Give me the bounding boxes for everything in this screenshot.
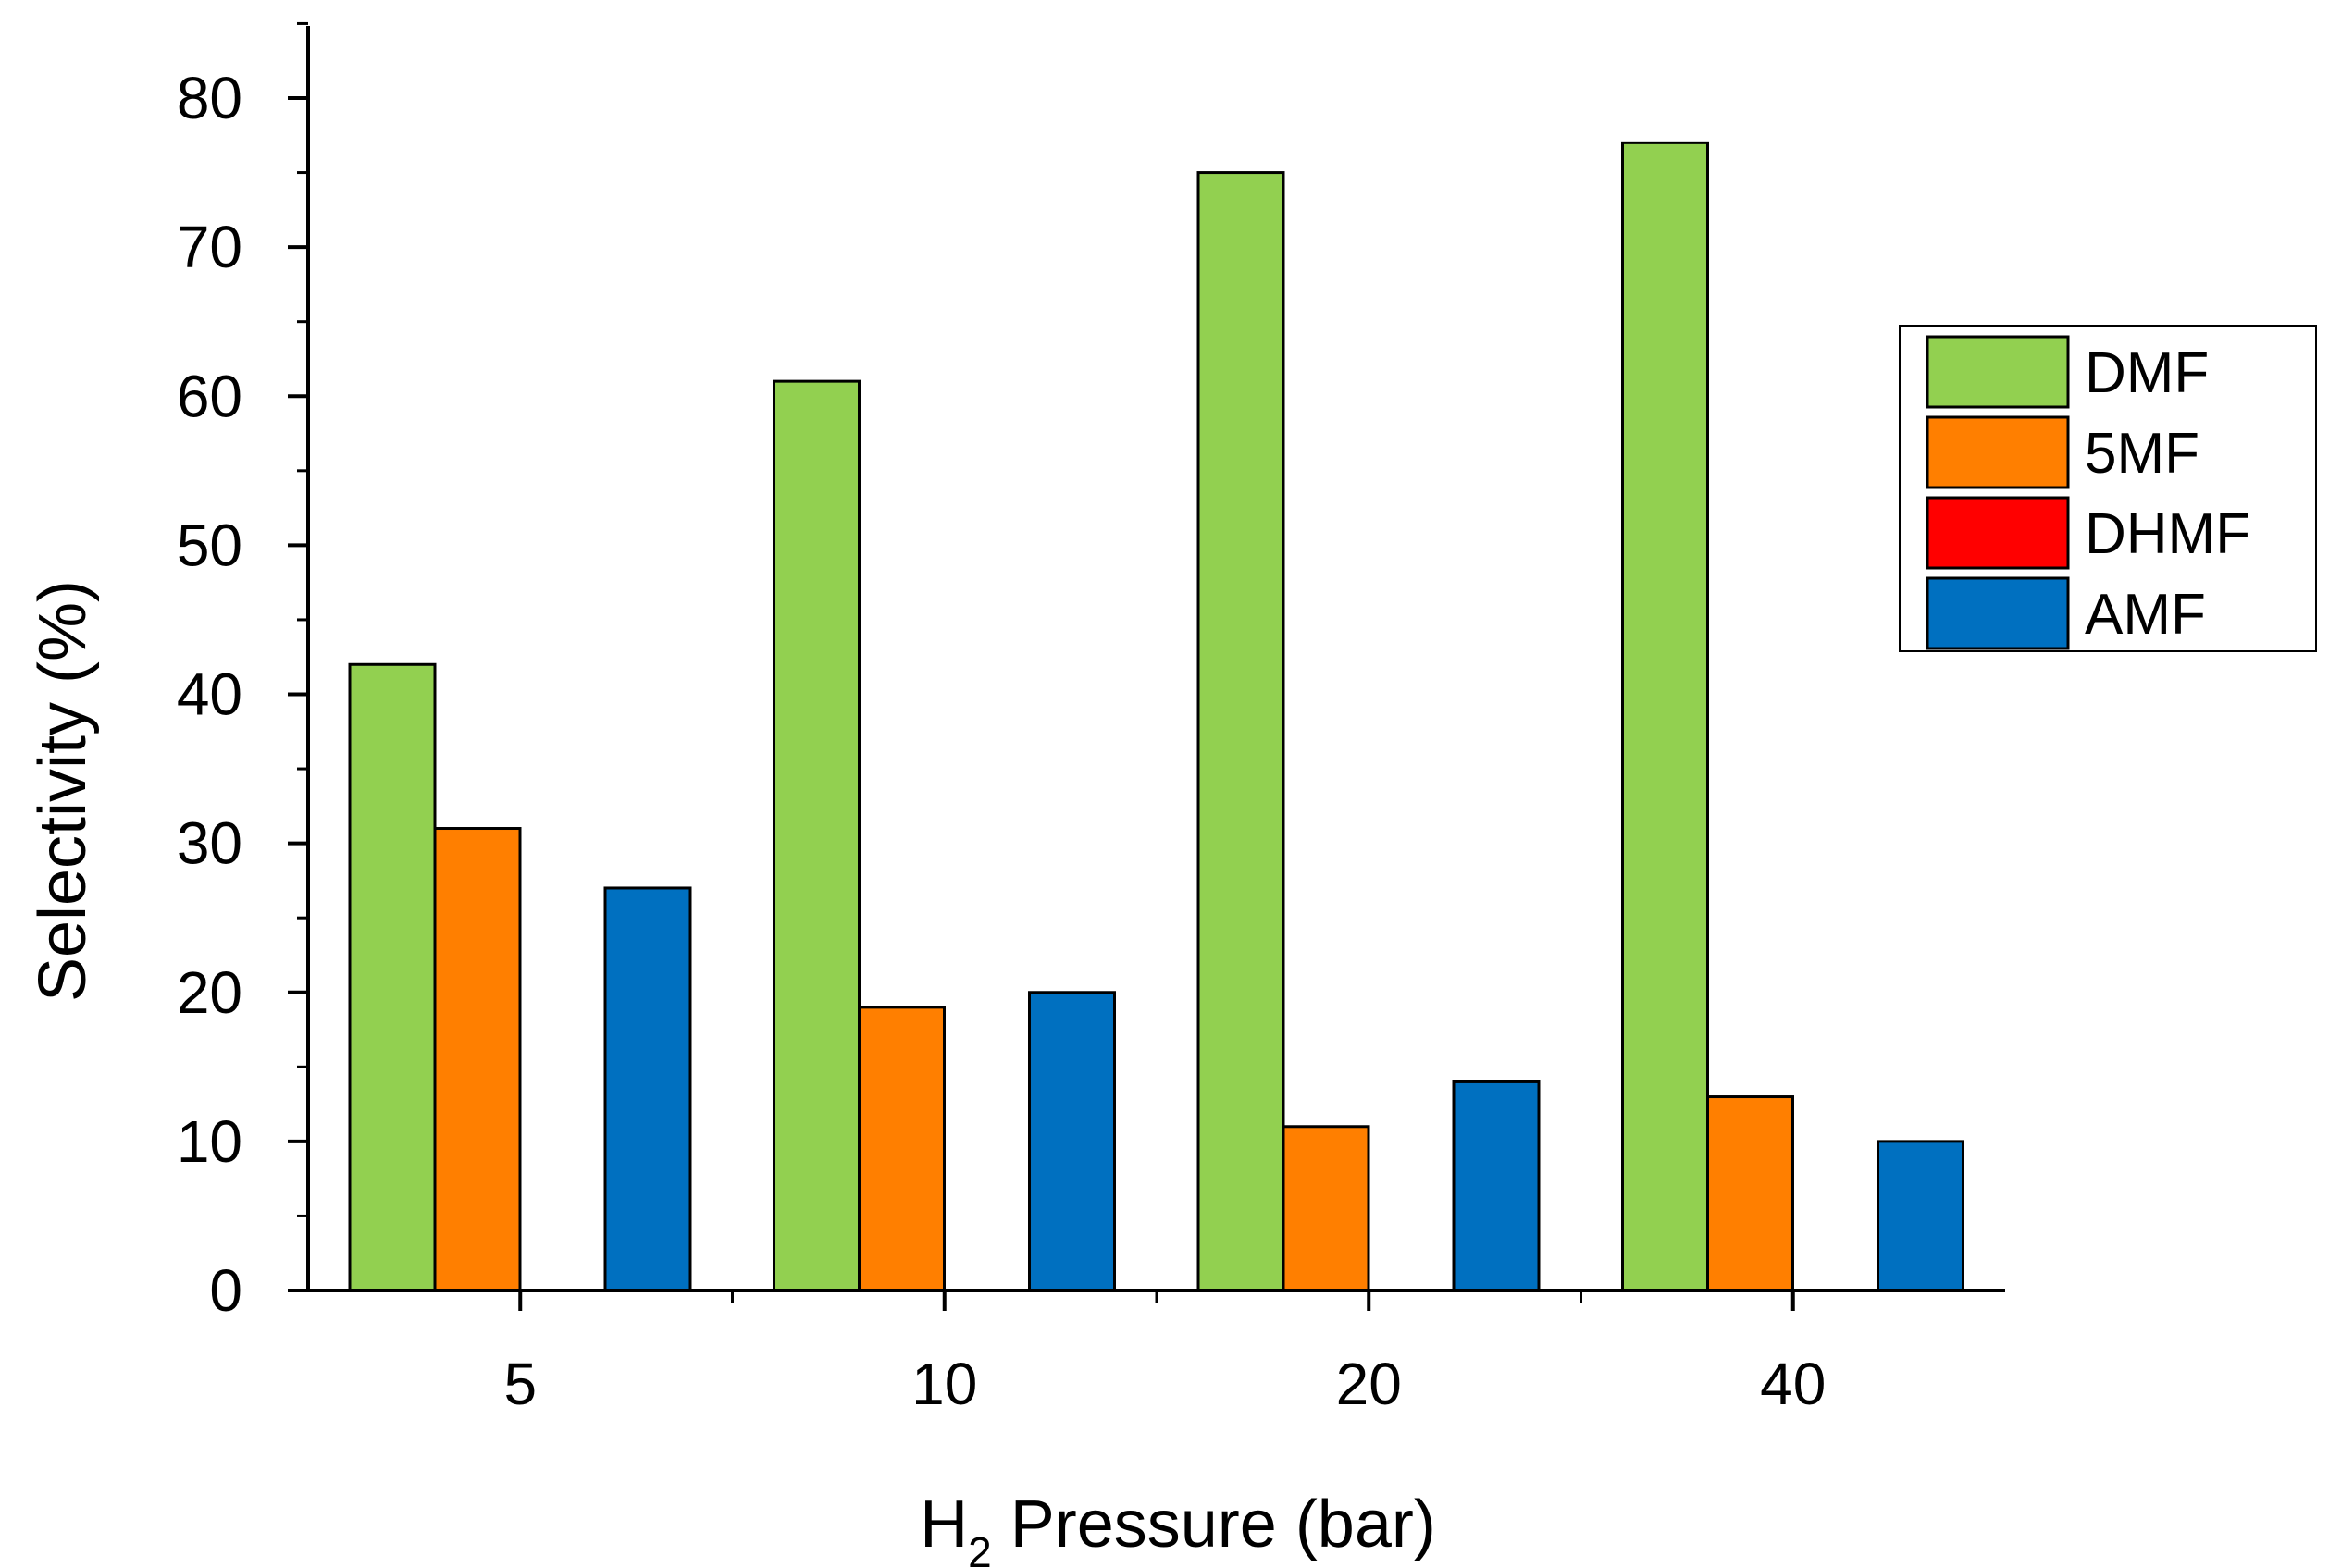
y-tick-label: 70 bbox=[177, 214, 242, 280]
bar-dmf-40 bbox=[1621, 141, 1709, 1292]
y-tick-label: 20 bbox=[177, 959, 242, 1026]
bar-amf-40 bbox=[1877, 1140, 1964, 1292]
y-tick-label: 50 bbox=[177, 512, 242, 578]
bar-dmf-20 bbox=[1196, 171, 1285, 1292]
y-tick-label: 10 bbox=[177, 1108, 242, 1175]
legend-swatch-5mf bbox=[1926, 415, 2070, 489]
ticks-group: 0 10 20 30 40 50 60 70 80 5 10 20 40 bbox=[177, 21, 1826, 1417]
y-axis-title: Selectivity (%) bbox=[26, 580, 100, 1002]
y-tick-label: 80 bbox=[177, 65, 242, 131]
bar-dmf-10 bbox=[773, 379, 861, 1292]
bar-amf-20 bbox=[1452, 1080, 1541, 1292]
bar-amf-10 bbox=[1028, 991, 1116, 1292]
legend-label-dhmf: DHMF bbox=[2085, 502, 2250, 566]
legend-swatch-dhmf bbox=[1926, 496, 2070, 570]
x-axis-title: H2 Pressure (bar) bbox=[920, 1488, 1436, 1568]
x-axis-title-subscript: 2 bbox=[968, 1528, 992, 1568]
x-tick-label: 20 bbox=[1336, 1351, 1402, 1417]
bar-5mf-5 bbox=[433, 827, 522, 1292]
x-axis-title-main: H bbox=[920, 1488, 968, 1562]
legend: DMF 5MF DHMF AMF bbox=[1899, 325, 2317, 652]
x-axis-title-rest: Pressure (bar) bbox=[992, 1488, 1436, 1562]
bar-dmf-5 bbox=[348, 662, 437, 1292]
x-tick-label: 40 bbox=[1760, 1351, 1826, 1417]
bar-amf-5 bbox=[603, 886, 692, 1292]
legend-label-dmf: DMF bbox=[2085, 341, 2209, 405]
y-tick-label: 40 bbox=[177, 661, 242, 728]
legend-label-5mf: 5MF bbox=[2085, 422, 2199, 486]
bars-group bbox=[348, 141, 1964, 1292]
x-tick-label: 10 bbox=[911, 1351, 977, 1417]
legend-swatch-dmf bbox=[1926, 335, 2070, 409]
y-tick-label: 30 bbox=[177, 810, 242, 877]
bar-5mf-20 bbox=[1282, 1125, 1370, 1292]
x-tick-label: 5 bbox=[503, 1351, 537, 1417]
y-tick-label: 60 bbox=[177, 363, 242, 429]
bar-5mf-10 bbox=[858, 1006, 946, 1292]
legend-swatch-amf bbox=[1926, 576, 2070, 650]
bar-5mf-40 bbox=[1706, 1095, 1794, 1292]
y-tick-label: 0 bbox=[209, 1257, 242, 1324]
legend-label-amf: AMF bbox=[2085, 583, 2206, 647]
